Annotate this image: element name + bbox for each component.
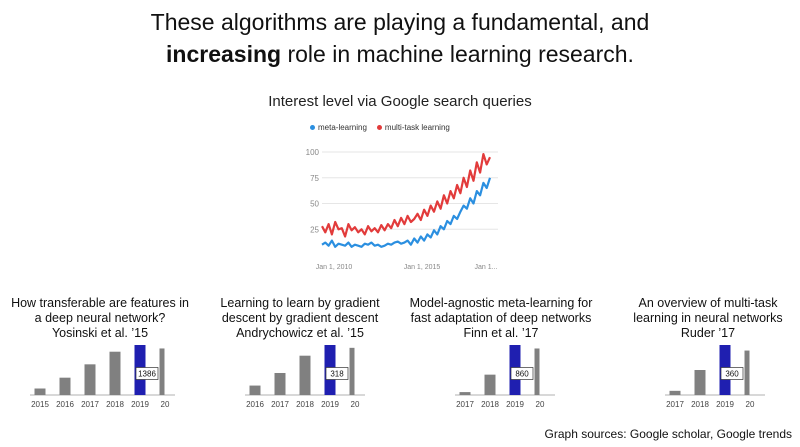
x-tick-label: Jan 1... [475,264,498,271]
headline-bold-word: increasing [166,41,282,67]
citations-bar-chart-ruder: 2017 2018 2019 360 20 [665,345,765,409]
paper-yosinski: How transferable are features in a deep … [0,296,200,325]
value-tooltip [510,367,534,380]
bar [744,350,750,395]
value-tooltip [720,367,744,380]
bar [299,355,311,395]
legend-item-meta-learning: meta-learning [310,123,367,132]
y-tick-label: 75 [310,174,319,183]
x-tick-label: 20 [161,400,170,409]
x-tick-label: Jan 1, 2015 [404,264,441,271]
bar [249,385,261,395]
y-tick-label: 100 [306,148,320,157]
bar [109,351,121,395]
citations-bar-chart-finn: 2017 2018 2019 860 20 [455,345,555,409]
x-tick-label: 2019 [506,400,524,409]
x-tick-label: 20 [536,400,545,409]
series-line-meta-learning [321,177,492,248]
bar [459,392,471,395]
x-tick-label: 2018 [691,400,709,409]
bar [59,377,71,395]
x-tick-label: 2017 [271,400,289,409]
trends-legend: meta-learning multi-task learning [310,123,450,132]
paper-title-line-2: learning in neural networks [633,311,783,325]
y-tick-label: 50 [310,200,319,209]
bar [274,372,286,395]
x-tick-label: Jan 1, 2010 [316,264,353,271]
x-tick-label: 2017 [456,400,474,409]
bar [484,374,496,395]
value-label: 1386 [138,370,156,379]
y-tick-label: 25 [310,225,319,234]
legend-dot-icon [310,125,315,131]
paper-title-line-1: How transferable are features in [11,296,189,310]
bar [669,390,681,395]
x-tick-label: 2015 [31,400,49,409]
bar [694,370,706,395]
paper-title-line-2: fast adaptation of deep networks [410,311,592,325]
x-tick-label: 2019 [321,400,339,409]
citation-finn: Finn et al. ’17 [463,326,539,340]
citation-andrychowicz: Andrychowicz et al. ’15 [236,326,364,340]
series-line-multi-task-learning [321,153,491,238]
x-tick-label: 2018 [481,400,499,409]
citation-yosinski: Yosinski et al. ’15 [51,326,149,340]
paper-andrychowicz: Learning to learn by gradient descent by… [210,296,390,326]
citations-bar-chart-yosinski: 2015 2016 2017 2018 2019 1386 20 [30,345,175,409]
graph-sources: Graph sources: Google scholar, Google tr… [544,427,792,441]
value-tooltip [135,367,159,380]
headline-line-1: These algorithms are playing a fundament… [150,9,650,35]
headline-line-2: increasing role in machine learning rese… [0,38,800,70]
paper-title-line-1: Learning to learn by gradient [220,296,380,310]
bar [349,347,355,395]
paper-finn: Model-agnostic meta-learning for fast ad… [396,296,606,326]
x-tick-label: 2019 [131,400,149,409]
x-tick-label: 2016 [246,400,264,409]
x-tick-label: 2016 [56,400,74,409]
bar [534,348,540,395]
citations-bar-chart-andrychowicz: 2016 2017 2018 2019 318 20 [245,345,365,409]
legend-item-multi-task: multi-task learning [376,123,450,132]
headline-line-2-rest: role in machine learning research. [281,41,634,67]
paper-title-line-2: descent by gradient descent [221,311,379,325]
trends-title: Interest level via Google search queries [268,93,532,110]
x-tick-label: 2019 [716,400,734,409]
legend-label: meta-learning [318,123,367,132]
x-tick-label: 20 [351,400,360,409]
x-tick-label: 2017 [666,400,684,409]
x-tick-label: 2017 [81,400,99,409]
bar [159,348,165,395]
value-tooltip [325,367,349,380]
trends-line-chart: 25 50 75 100 Jan 1, 2010 Jan 1, 2015 Jan 1... [306,148,498,271]
paper-title-line-1: An overview of multi-task [638,296,778,310]
value-label: 360 [725,370,739,379]
legend-label: multi-task learning [384,123,450,132]
legend-dot-icon [376,125,382,131]
slide-headline: These algorithms are playing a fundament… [0,6,800,70]
x-tick-label: 20 [746,400,755,409]
x-tick-label: 2018 [296,400,314,409]
value-label: 318 [330,370,344,379]
bar [84,364,96,395]
paper-title-line-2: a deep neural network? [34,311,166,325]
paper-title-line-1: Model-agnostic meta-learning for [409,296,593,310]
paper-ruder: An overview of multi-task learning in ne… [620,296,796,326]
bar [34,388,46,395]
value-label: 860 [515,370,529,379]
x-tick-label: 2018 [106,400,124,409]
citation-ruder: Ruder ’17 [680,326,736,340]
